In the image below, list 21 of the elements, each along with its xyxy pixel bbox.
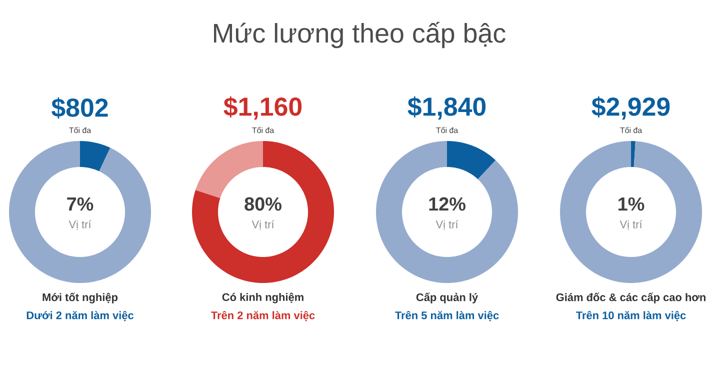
chart-title: $802 — [52, 97, 108, 119]
text: Trên 5 năm làm việc — [395, 310, 499, 322]
text: 12% — [429, 197, 466, 211]
chart-title: $1,840 — [408, 96, 486, 120]
text: Dưới 2 năm làm việc — [26, 310, 134, 322]
text: Vị trí — [252, 220, 274, 230]
text: Vị trí — [620, 220, 642, 230]
text: Vị trí — [436, 220, 458, 230]
text: Mới tốt nghiệp — [42, 292, 118, 304]
text: 7% — [67, 197, 94, 211]
text: Mức lương theo cấp bậc — [214, 22, 506, 48]
text: Trên 2 năm làm việc — [211, 310, 315, 322]
text: Cấp quản lý — [416, 292, 478, 304]
chart-title: $2,929 — [592, 96, 670, 120]
text: Có kinh nghiệm — [222, 292, 304, 304]
chart-title: $1,160 — [224, 96, 302, 120]
text: Giám đốc & các cấp cao hơn — [556, 292, 706, 304]
text: 80% — [244, 197, 282, 211]
text: 1% — [618, 197, 644, 211]
text: Trên 10 năm làm việc — [576, 310, 686, 322]
text: Vị trí — [68, 220, 92, 230]
